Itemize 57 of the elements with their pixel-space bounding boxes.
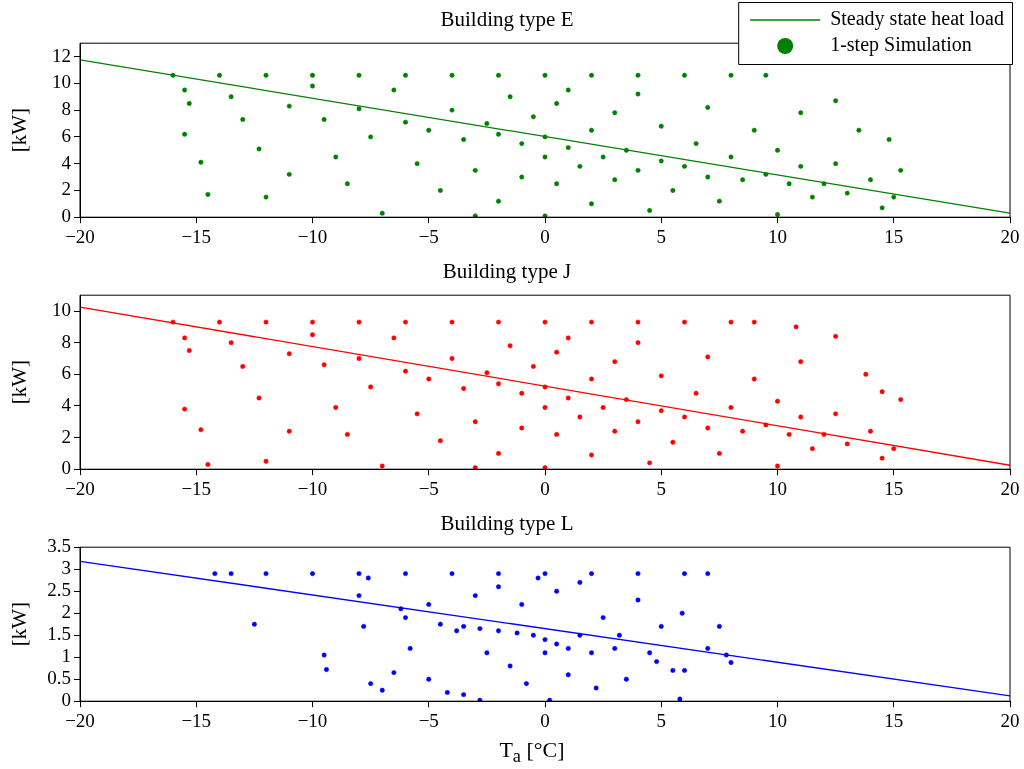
x-tick-label: −10	[297, 709, 328, 731]
x-tick-label: −20	[65, 225, 95, 247]
x-tick-label: −20	[65, 709, 95, 731]
y-tick-label: 10	[52, 71, 71, 93]
x-tick-label: 20	[1000, 709, 1020, 731]
y-axis-title: [kW]	[7, 108, 32, 153]
y-tick-label: 0	[61, 205, 71, 227]
chart-title: Building type J	[442, 259, 572, 284]
legend-label: Steady state heat load	[830, 7, 1004, 31]
y-tick-label: 2.5	[47, 579, 71, 601]
y-tick-label: 6	[61, 362, 71, 384]
x-tick-label: 0	[540, 477, 550, 499]
x-tick-label: −5	[418, 225, 439, 247]
y-tick-label: 2	[61, 425, 71, 447]
x-tick-label: 10	[768, 709, 787, 731]
x-axis-title: T$_{a}$ [°C]	[498, 736, 566, 769]
x-tick-label: −15	[181, 477, 212, 499]
x-tick-label: 15	[884, 709, 904, 731]
x-tick-label: −5	[418, 477, 439, 499]
y-tick-label: 10	[52, 299, 71, 320]
y-tick-label: 2	[61, 601, 71, 623]
y-tick-label: 6	[61, 124, 71, 146]
y-tick-label: 0.5	[47, 667, 71, 689]
chart-title: Building type L	[440, 511, 574, 536]
x-tick-label: −20	[65, 477, 95, 499]
y-tick-label: 2	[61, 178, 71, 200]
x-tick-label: 20	[1000, 477, 1020, 499]
y-tick-label: 4	[61, 151, 72, 173]
y-tick-label: 0	[61, 457, 71, 479]
x-tick-label: −15	[181, 225, 212, 247]
y-tick-label: 8	[61, 98, 71, 120]
y-tick-label: 8	[61, 330, 71, 352]
x-tick-label: 0	[540, 709, 550, 731]
y-tick-label: 12	[52, 44, 71, 66]
y-axis-title: [kW]	[7, 360, 32, 405]
y-tick-label: 1	[61, 645, 71, 667]
y-axis-title: [kW]	[7, 602, 32, 647]
x-tick-label: −15	[181, 709, 212, 731]
x-tick-label: −5	[418, 709, 439, 731]
x-tick-label: 5	[656, 709, 666, 731]
x-tick-label: −10	[297, 477, 328, 499]
x-tick-label: 10	[768, 477, 787, 499]
y-tick-label: 0	[61, 689, 71, 711]
y-tick-label: 3.5	[47, 535, 71, 557]
y-tick-label: 3	[61, 557, 71, 579]
x-tick-label: 15	[884, 225, 904, 247]
legend-label: 1-step Simulation	[830, 33, 972, 57]
y-tick-label: 1.5	[47, 623, 71, 645]
y-tick-label: 4	[61, 393, 72, 415]
x-tick-label: 20	[1000, 225, 1020, 247]
chart-title: Building type E	[440, 7, 574, 32]
x-tick-label: 5	[656, 225, 666, 247]
x-tick-label: 15	[884, 477, 904, 499]
x-tick-label: −10	[297, 225, 328, 247]
x-tick-label: 0	[540, 225, 550, 247]
x-tick-label: 5	[656, 477, 666, 499]
x-tick-label: 10	[768, 225, 787, 247]
